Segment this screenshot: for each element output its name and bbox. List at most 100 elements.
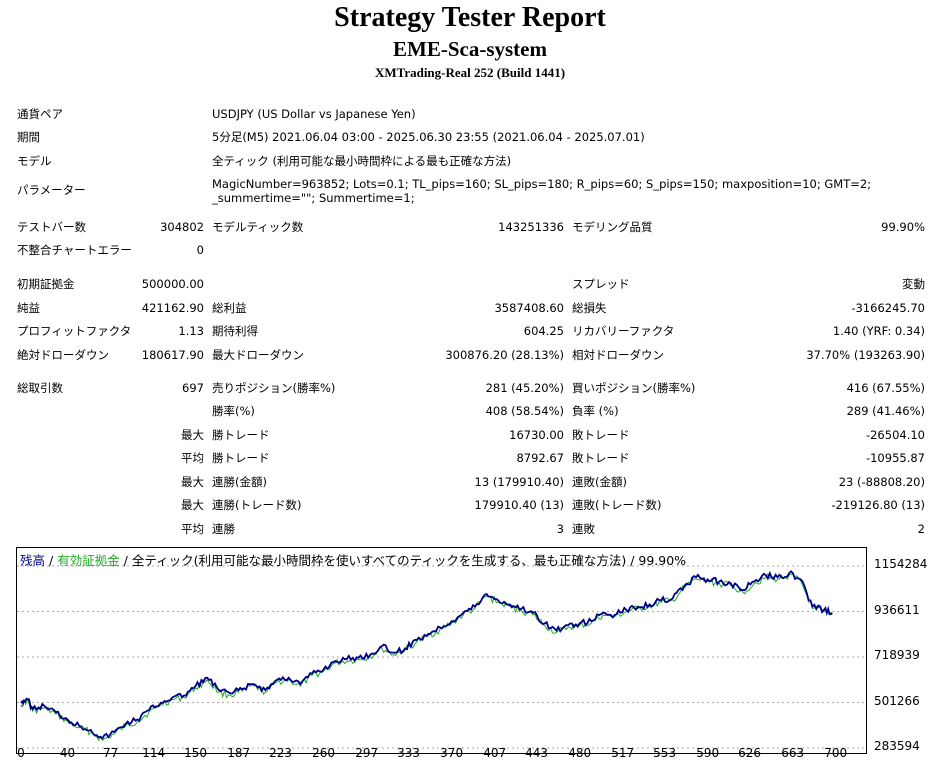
x-tick-label: 333 bbox=[397, 746, 421, 760]
x-tick-label: 553 bbox=[653, 746, 677, 760]
relative-drawdown-value: 37.70% (193263.90) bbox=[806, 348, 925, 362]
y-tick-label: 283594 bbox=[874, 739, 920, 753]
profit-factor-value: 1.13 bbox=[178, 324, 204, 338]
avg-consec-wins-label: 連勝 bbox=[212, 522, 235, 536]
quality-label: モデリング品質 bbox=[572, 220, 653, 234]
net-profit-value: 421162.90 bbox=[141, 301, 204, 315]
loss-rate-label: 負率 (%) bbox=[572, 404, 619, 418]
max-label-2: 最大 bbox=[181, 475, 204, 489]
max-drawdown-label: 最大ドローダウン bbox=[212, 348, 304, 362]
period-label: 期間 bbox=[17, 130, 40, 144]
model-value: 全ティック (利用可能な最小時間枠による最も正確な方法) bbox=[212, 154, 512, 168]
y-tick-label: 501266 bbox=[874, 693, 920, 708]
ticks-value: 143251336 bbox=[498, 220, 564, 234]
absolute-drawdown-value: 180617.90 bbox=[141, 348, 204, 362]
recovery-factor-label: リカバリーファクタ bbox=[572, 324, 675, 338]
consec-wins-trades-label: 連勝(トレード数) bbox=[212, 498, 302, 512]
x-tick-label: 626 bbox=[738, 746, 762, 760]
max-label-3: 最大 bbox=[181, 498, 204, 512]
deposit-value: 500000.00 bbox=[141, 277, 204, 291]
avg-win-trade-label: 勝トレード bbox=[212, 451, 270, 465]
win-rate-value: 408 (58.54%) bbox=[485, 404, 564, 418]
avg-win-trade-value: 8792.67 bbox=[516, 451, 564, 465]
consec-losses-amount-label: 連敗(金額) bbox=[572, 475, 627, 489]
recovery-factor-value: 1.40 (YRF: 0.34) bbox=[832, 324, 925, 338]
legend-balance: 残高 bbox=[20, 553, 46, 568]
deposit-label: 初期証拠金 bbox=[17, 277, 75, 291]
x-tick-label: 187 bbox=[227, 746, 251, 760]
avg-consec-wins-value: 3 bbox=[556, 522, 564, 536]
x-tick-label: 260 bbox=[312, 746, 336, 760]
x-tick-label: 443 bbox=[525, 746, 549, 760]
expected-payoff-value: 604.25 bbox=[523, 324, 564, 338]
short-positions-label: 売りポジション(勝率%) bbox=[212, 381, 336, 395]
long-positions-label: 買いポジション(勝率%) bbox=[572, 381, 696, 395]
gross-profit-label: 総利益 bbox=[212, 301, 247, 315]
gross-loss-value: -3166245.70 bbox=[851, 301, 925, 315]
balance-chart-svg bbox=[17, 565, 866, 749]
consec-wins-trades-value: 179910.40 (13) bbox=[474, 498, 564, 512]
parameters-value: MagicNumber=963852; Lots=0.1; TL_pips=16… bbox=[212, 177, 872, 205]
mismatch-label: 不整合チャートエラー bbox=[17, 243, 132, 257]
x-tick-label: 517 bbox=[611, 746, 635, 760]
max-label: 最大 bbox=[181, 428, 204, 442]
expert-name: EME-Sca-system bbox=[393, 37, 547, 61]
max-win-trade-label: 勝トレード bbox=[212, 428, 270, 442]
x-tick-label: 663 bbox=[781, 746, 805, 760]
server-build: XMTrading-Real 252 (Build 1441) bbox=[374, 65, 566, 80]
consec-losses-trades-label: 連敗(トレード数) bbox=[572, 498, 662, 512]
avg-loss-trade-label: 敗トレード bbox=[572, 451, 630, 465]
consec-wins-amount-label: 連勝(金額) bbox=[212, 475, 267, 489]
avg-label-2: 平均 bbox=[181, 522, 204, 536]
bars-value: 304802 bbox=[160, 220, 204, 234]
total-trades-value: 697 bbox=[182, 381, 204, 395]
avg-consec-losses-value: 2 bbox=[917, 522, 925, 536]
avg-label: 平均 bbox=[181, 451, 204, 465]
win-rate-label: 勝率(%) bbox=[212, 404, 255, 418]
max-loss-trade-value: -26504.10 bbox=[865, 428, 925, 442]
expected-payoff-label: 期待利得 bbox=[212, 324, 258, 338]
profit-factor-label: プロフィットファクタ bbox=[17, 324, 132, 338]
y-tick-label: 936611 bbox=[874, 602, 920, 617]
spread-label: スプレッド bbox=[572, 277, 630, 291]
symbol-label: 通貨ペア bbox=[17, 107, 63, 121]
absolute-drawdown-label: 絶対ドローダウン bbox=[17, 348, 109, 362]
x-tick-label: 114 bbox=[142, 746, 166, 760]
max-loss-trade-label: 敗トレード bbox=[572, 428, 630, 442]
legend-equity: 有効証拠金 bbox=[57, 553, 120, 568]
balance-line bbox=[20, 569, 833, 740]
short-positions-value: 281 (45.20%) bbox=[485, 381, 564, 395]
long-positions-value: 416 (67.55%) bbox=[846, 381, 925, 395]
max-win-trade-value: 16730.00 bbox=[509, 428, 564, 442]
x-tick-label: 480 bbox=[568, 746, 592, 760]
x-tick-label: 407 bbox=[483, 746, 507, 760]
x-tick-label: 700 bbox=[824, 746, 848, 760]
consec-losses-trades-value: -219126.80 (13) bbox=[831, 498, 925, 512]
legend-sep: / bbox=[45, 553, 58, 568]
x-tick-label: 223 bbox=[269, 746, 292, 760]
loss-rate-value: 289 (41.46%) bbox=[846, 404, 925, 418]
balance-chart bbox=[16, 547, 867, 754]
equity-line bbox=[20, 573, 833, 742]
mismatch-value: 0 bbox=[196, 243, 204, 257]
bars-label: テストバー数 bbox=[17, 220, 86, 234]
x-tick-label: 370 bbox=[440, 746, 464, 760]
x-tick-label: 0 bbox=[17, 746, 25, 760]
y-tick-label: 718939 bbox=[874, 648, 920, 662]
total-trades-label: 総取引数 bbox=[17, 381, 63, 395]
x-tick-label: 297 bbox=[355, 746, 379, 760]
symbol-value: USDJPY (US Dollar vs Japanese Yen) bbox=[212, 107, 416, 121]
parameters-label: パラメーター bbox=[17, 183, 86, 197]
x-tick-label: 40 bbox=[59, 746, 76, 760]
x-tick-label: 77 bbox=[102, 746, 119, 760]
relative-drawdown-label: 相対ドローダウン bbox=[572, 348, 664, 362]
period-value: 5分足(M5) 2021.06.04 03:00 - 2025.06.30 23… bbox=[212, 130, 645, 144]
consec-losses-amount-value: 23 (-88808.20) bbox=[838, 475, 925, 489]
ticks-label: モデルティック数 bbox=[212, 220, 304, 234]
max-drawdown-value: 300876.20 (28.13%) bbox=[445, 348, 564, 362]
chart-legend: 残高 / 有効証拠金 / 全ティック(利用可能な最小時間枠を使いすべてのティック… bbox=[20, 550, 686, 569]
net-profit-label: 純益 bbox=[17, 301, 40, 315]
spread-value: 変動 bbox=[902, 277, 925, 291]
x-tick-label: 150 bbox=[184, 746, 208, 760]
avg-loss-trade-value: -10955.87 bbox=[865, 451, 925, 465]
